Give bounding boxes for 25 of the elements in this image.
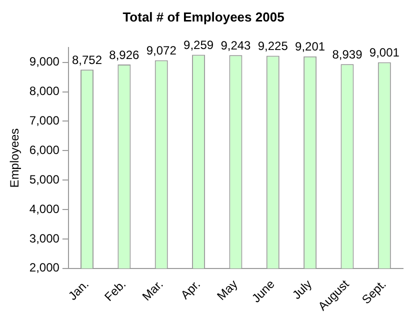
data-label: 9,225 [258, 39, 288, 54]
data-label: 9,259 [184, 38, 214, 52]
data-label: 8,752 [72, 52, 102, 67]
y-tick-label: 8,000 [29, 84, 60, 98]
data-label: 9,072 [146, 44, 177, 58]
data-label: 9,001 [369, 46, 400, 60]
y-tick-label: 5,000 [29, 172, 60, 186]
y-tick-label: 4,000 [29, 202, 60, 216]
data-label: 9,243 [220, 38, 252, 52]
x-tick-label: Apr. [178, 277, 204, 302]
y-tick-label: 6,000 [29, 142, 60, 157]
data-label: 8,939 [332, 47, 363, 62]
y-tick-label: 7,000 [29, 114, 60, 128]
chart-title: Total # of Employees 2005 [122, 9, 284, 24]
y-tick-label: 2,000 [29, 260, 60, 275]
data-label: 8,926 [109, 48, 140, 62]
x-tick-label: May [214, 277, 240, 303]
x-tick-label: Feb. [102, 277, 129, 304]
y-axis-title: Employees [8, 128, 22, 188]
data-label: 9,201 [295, 40, 326, 54]
y-tick-label: 3,000 [29, 231, 60, 246]
x-tick-label: Jan. [66, 277, 92, 303]
y-tick-label: 9,000 [29, 54, 60, 69]
x-tick-label: Mar. [139, 277, 166, 304]
x-tick-label: July [290, 277, 315, 302]
